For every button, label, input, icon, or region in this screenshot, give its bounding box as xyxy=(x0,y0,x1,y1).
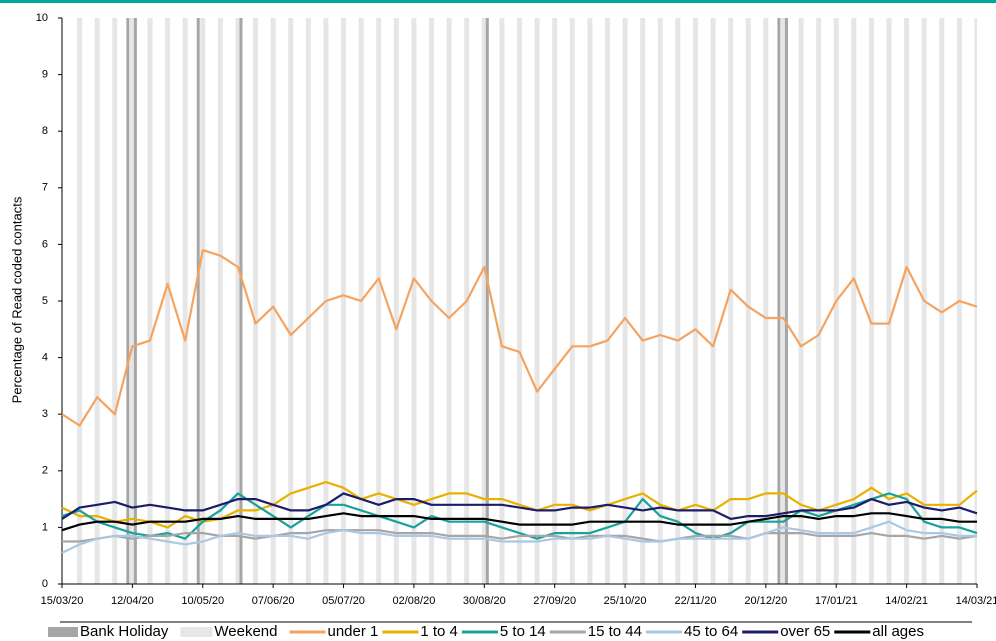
weekend-band xyxy=(851,18,857,584)
weekend-band xyxy=(974,18,977,584)
legend-label: over 65 xyxy=(780,623,830,640)
bank-holiday-band xyxy=(133,18,137,584)
weekend-band xyxy=(798,18,804,584)
weekend-band xyxy=(622,18,628,584)
y-tick-label: 0 xyxy=(42,578,48,590)
weekend-band xyxy=(886,18,892,584)
x-tick-label: 25/10/20 xyxy=(604,595,647,607)
weekend-band xyxy=(780,18,786,584)
weekend-band xyxy=(710,18,716,584)
legend-label: all ages xyxy=(872,623,924,640)
weekend-band xyxy=(112,18,118,584)
x-tick-label: 14/03/21 xyxy=(956,595,996,607)
weekend-band xyxy=(904,18,910,584)
x-tick-label: 02/08/20 xyxy=(393,595,436,607)
weekend-band xyxy=(288,18,294,584)
x-tick-label: 17/01/21 xyxy=(815,595,858,607)
y-axis-label: Percentage of Read coded contacts xyxy=(9,196,24,403)
weekend-band xyxy=(868,18,874,584)
y-tick-label: 3 xyxy=(42,408,48,420)
weekend-band xyxy=(235,18,241,584)
weekend-band xyxy=(640,18,646,584)
x-tick-label: 05/07/20 xyxy=(322,595,365,607)
weekend-band xyxy=(165,18,171,584)
weekend-band xyxy=(253,18,259,584)
x-tick-label: 12/04/20 xyxy=(111,595,154,607)
weekend-band xyxy=(200,18,206,584)
y-tick-label: 1 xyxy=(42,521,48,533)
x-tick-label: 10/05/20 xyxy=(181,595,224,607)
weekend-band xyxy=(270,18,276,584)
bank-holiday-band xyxy=(126,18,130,584)
weekend-band xyxy=(217,18,223,584)
legend-swatch xyxy=(180,627,213,637)
x-tick-label: 07/06/20 xyxy=(252,595,295,607)
weekend-band xyxy=(341,18,347,584)
series-line xyxy=(62,529,978,543)
weekend-band xyxy=(446,18,452,584)
weekend-band xyxy=(305,18,311,584)
legend-label: under 1 xyxy=(328,623,379,640)
x-tick-label: 20/12/20 xyxy=(744,595,787,607)
series-line xyxy=(61,512,977,532)
legend-label: Bank Holiday xyxy=(80,623,169,640)
legend-label: 15 to 44 xyxy=(588,623,642,640)
weekend-band xyxy=(376,18,382,584)
weekend-band xyxy=(587,18,593,584)
weekend-band xyxy=(411,18,417,584)
legend-label: 1 to 4 xyxy=(420,623,458,640)
y-tick-label: 5 xyxy=(42,295,48,307)
weekend-band xyxy=(728,18,734,584)
weekend-band xyxy=(552,18,558,584)
x-tick-label: 27/09/20 xyxy=(533,595,576,607)
legend-label: Weekend xyxy=(214,623,277,640)
weekend-band xyxy=(499,18,505,584)
weekend-band xyxy=(516,18,523,584)
weekend-band xyxy=(816,18,822,584)
bank-holiday-band xyxy=(196,18,200,584)
legend-label: 45 to 64 xyxy=(684,623,738,640)
y-tick-label: 7 xyxy=(42,182,48,194)
series-line xyxy=(61,249,978,427)
plot-area xyxy=(61,18,978,585)
bank-holiday-band xyxy=(485,18,489,584)
weekend-band xyxy=(763,18,769,584)
x-tick-label: 15/03/20 xyxy=(41,595,84,607)
x-tick-label: 30/08/20 xyxy=(463,595,506,607)
legend-label: 5 to 14 xyxy=(500,623,546,640)
y-tick-label: 6 xyxy=(42,238,48,250)
weekend-band xyxy=(692,18,698,584)
weekend-band xyxy=(657,18,663,584)
weekend-band xyxy=(481,18,487,584)
bank-holiday-band xyxy=(784,18,788,584)
weekend-band xyxy=(569,18,575,584)
series-line xyxy=(61,492,978,540)
series-line xyxy=(61,520,977,554)
weekend-band xyxy=(147,18,153,584)
y-tick-label: 10 xyxy=(36,12,48,24)
weekend-band xyxy=(675,18,681,584)
weekend-band xyxy=(77,18,83,584)
y-tick-label: 2 xyxy=(42,465,48,477)
bank-holiday-band xyxy=(239,18,243,584)
y-tick-label: 4 xyxy=(42,352,48,364)
weekend-band xyxy=(182,18,188,584)
weekend-band xyxy=(604,18,610,584)
bank-holiday-band xyxy=(777,18,781,584)
top-bar xyxy=(0,0,996,3)
weekend-band xyxy=(534,18,540,584)
weekend-band xyxy=(393,18,399,584)
weekend-band xyxy=(129,18,135,584)
weekend-band xyxy=(745,18,751,584)
x-tick-label: 14/02/21 xyxy=(885,595,928,607)
weekend-band xyxy=(939,18,945,584)
weekend-band xyxy=(94,18,100,584)
y-tick-label: 8 xyxy=(42,125,48,137)
legend-swatch xyxy=(48,627,78,637)
x-tick-label: 22/11/20 xyxy=(674,595,716,607)
y-tick-label: 9 xyxy=(42,69,48,81)
series-line xyxy=(61,492,978,520)
